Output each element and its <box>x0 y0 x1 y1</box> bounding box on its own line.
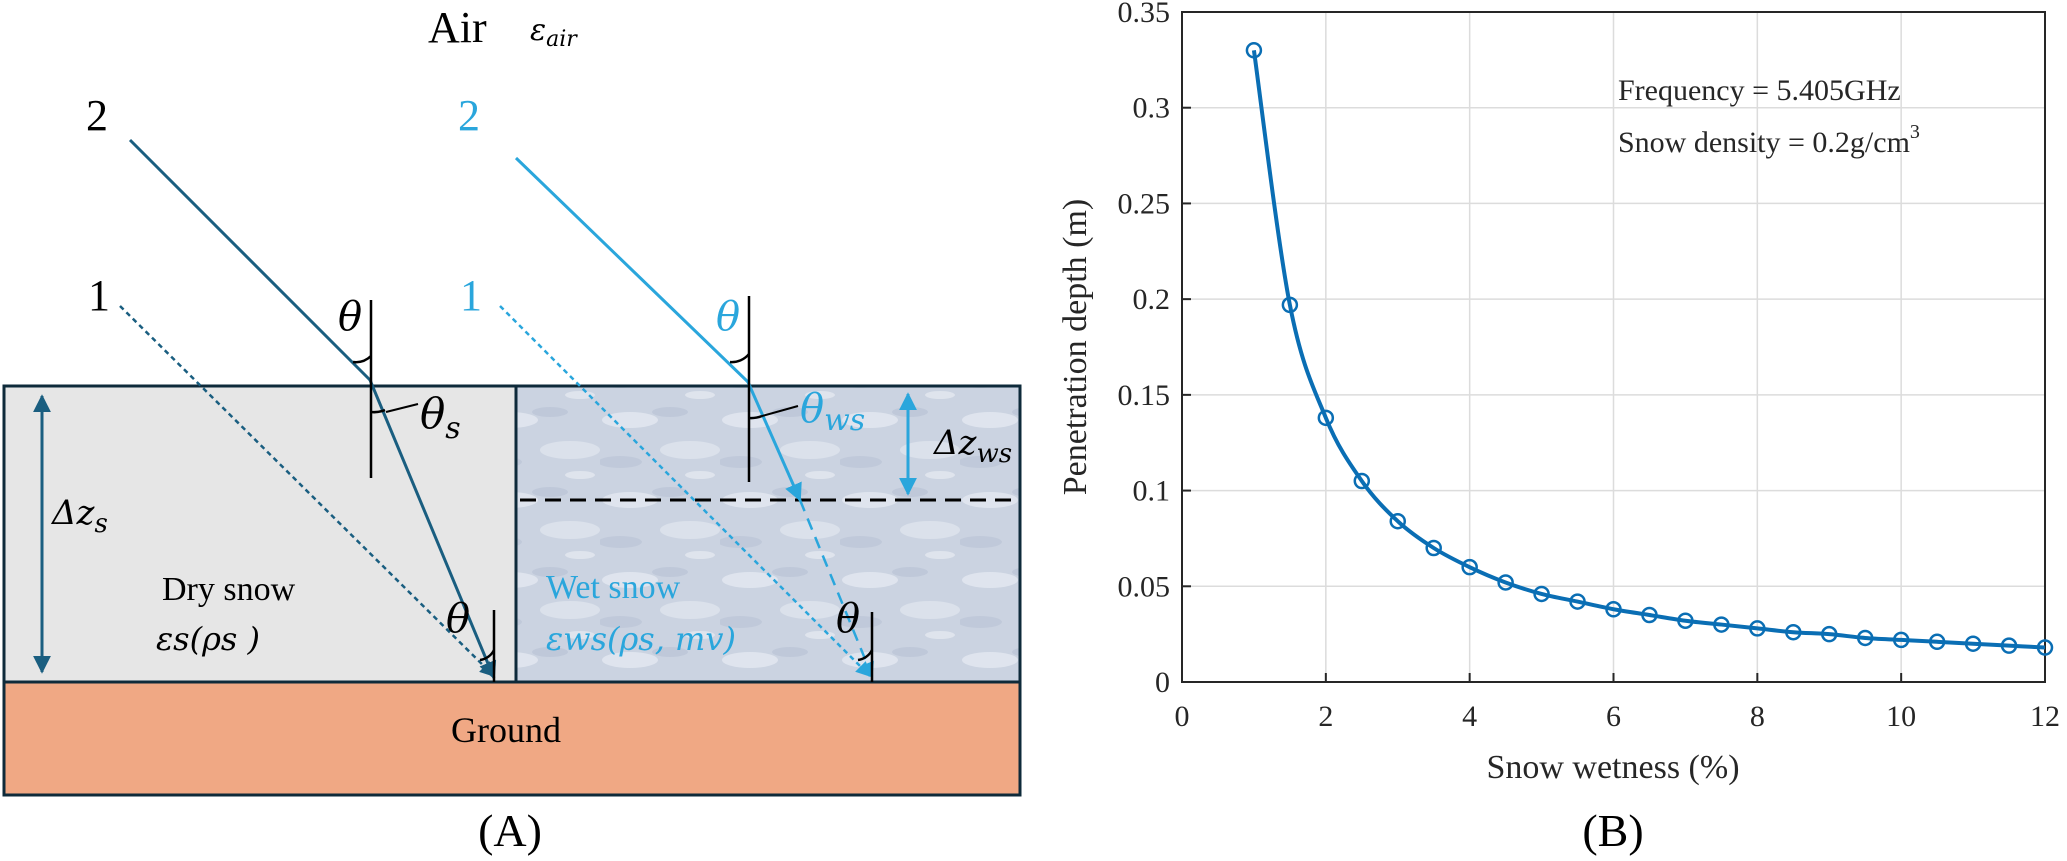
data-point-marker <box>1461 558 1478 576</box>
y-tick-label: 0.25 <box>1118 187 1171 220</box>
theta-s-arc-dry <box>370 408 386 414</box>
theta-arc-dry-bottom <box>479 649 496 662</box>
theta-s-leader <box>385 403 419 413</box>
ray-2-wet-continued <box>798 499 874 678</box>
dz-ws-label: Δzws <box>932 423 1012 469</box>
ground-label: Ground <box>451 710 561 750</box>
theta-arc-wet-bottom <box>857 649 874 662</box>
wet-snow-layer <box>514 384 1022 684</box>
data-point-marker <box>1713 616 1730 633</box>
theta-arc-dry-top <box>352 355 372 364</box>
wet-snow-permittivity: εws(ρs, mv) <box>546 620 736 658</box>
data-point-marker <box>1497 574 1514 591</box>
air-permittivity: εair <box>530 13 578 52</box>
panel-a-caption: (A) <box>478 805 542 856</box>
penetration-depth-series <box>1245 42 2054 656</box>
data-point-marker <box>1677 612 1694 629</box>
ground-layer <box>2 680 1022 797</box>
theta-dry-top: θ <box>338 294 362 340</box>
dry-snow-permittivity: εs(ρs ) <box>156 620 260 658</box>
dry-snow-layer <box>2 384 518 684</box>
y-axis-label: Penetration depth (m) <box>1057 199 1094 495</box>
data-point-marker <box>1641 606 1658 624</box>
data-point-marker <box>1928 633 1946 651</box>
air-label: Air <box>428 3 487 52</box>
dry-snow-label: Dry snow <box>162 571 296 608</box>
data-point-marker <box>1353 472 1371 490</box>
x-tick-label: 8 <box>1750 700 1765 733</box>
panel-b-caption: (B) <box>1582 805 1643 856</box>
x-tick-label: 12 <box>2030 700 2060 733</box>
data-point-marker <box>2036 639 2054 656</box>
chart-grid <box>1181 11 2046 683</box>
data-point-marker <box>1749 620 1766 637</box>
data-point-marker <box>1892 631 1910 649</box>
y-tick-label: 0.3 <box>1133 92 1171 125</box>
data-point-marker <box>1569 593 1586 610</box>
ray-1-dry-label: 1 <box>88 271 110 320</box>
y-tick-label: 0.35 <box>1118 0 1171 29</box>
x-tick-label: 10 <box>1886 700 1916 733</box>
data-point-marker <box>1245 42 1263 59</box>
data-point-marker <box>1281 296 1299 314</box>
ray-2-dry-refracted <box>368 379 497 680</box>
data-point-marker <box>1317 409 1335 427</box>
series-line <box>1251 50 2046 650</box>
theta-dry-bottom: θ <box>446 596 470 642</box>
dz-s-label: Δzs <box>50 493 108 539</box>
data-point-marker <box>1533 585 1550 603</box>
density-annotation: Snow density = 0.2g/cm3 <box>1618 121 1920 159</box>
ray-2-wet-refracted <box>746 381 802 502</box>
ray-2-wet-incident <box>514 156 750 384</box>
y-tick-label: 0.2 <box>1133 283 1171 316</box>
ray-2-dry-label: 2 <box>86 91 108 140</box>
theta-ws-leader <box>761 405 799 417</box>
panel-a: Air εair 2 1 θ θs θ Δzs Dry snow εs(ρs )… <box>2 3 1022 856</box>
x-tick-label: 6 <box>1606 700 1621 733</box>
x-tick-label: 0 <box>1175 700 1190 733</box>
y-tick-label: 0 <box>1155 666 1170 699</box>
x-tick-label: 2 <box>1318 700 1333 733</box>
chart-ticks: 0 2 4 6 8 10 12 0 0.05 0.1 0.15 0.2 0.25 0.3 0.35 <box>1118 0 2061 733</box>
ray-2-wet-label: 2 <box>458 91 480 140</box>
data-point-marker <box>1785 623 1802 641</box>
theta-ws-arc <box>748 414 763 420</box>
theta-ws-label: θws <box>800 386 865 438</box>
panel-b: 0 2 4 6 8 10 12 0 0.05 0.1 0.15 0.2 0.25 0.3 0.35 Snow… <box>1057 0 2060 856</box>
wet-snow-label: Wet snow <box>546 569 681 606</box>
data-point-marker <box>1821 625 1838 643</box>
ray-1-wet-label: 1 <box>460 271 482 320</box>
theta-arc-wet-top <box>729 353 750 364</box>
data-point-marker <box>1425 539 1442 557</box>
data-point-marker <box>1605 601 1622 618</box>
frequency-annotation: Frequency = 5.405GHz <box>1618 74 1901 107</box>
data-point-marker <box>1856 629 1874 647</box>
theta-wet-bottom: θ <box>836 596 860 642</box>
x-tick-label: 4 <box>1462 700 1477 733</box>
ray-1-wet <box>499 305 872 678</box>
theta-s-label: θs <box>420 389 461 446</box>
data-point-marker <box>1389 512 1406 530</box>
data-point-marker <box>2000 637 2018 654</box>
ray-1-dry <box>119 305 496 678</box>
ray-2-dry-incident <box>128 138 372 382</box>
y-tick-label: 0.15 <box>1118 379 1171 412</box>
theta-wet-top: θ <box>716 294 740 340</box>
data-point-marker <box>1964 635 1982 652</box>
x-axis-label: Snow wetness (%) <box>1486 749 1739 786</box>
y-tick-label: 0.1 <box>1133 475 1171 508</box>
y-tick-label: 0.05 <box>1118 570 1171 603</box>
